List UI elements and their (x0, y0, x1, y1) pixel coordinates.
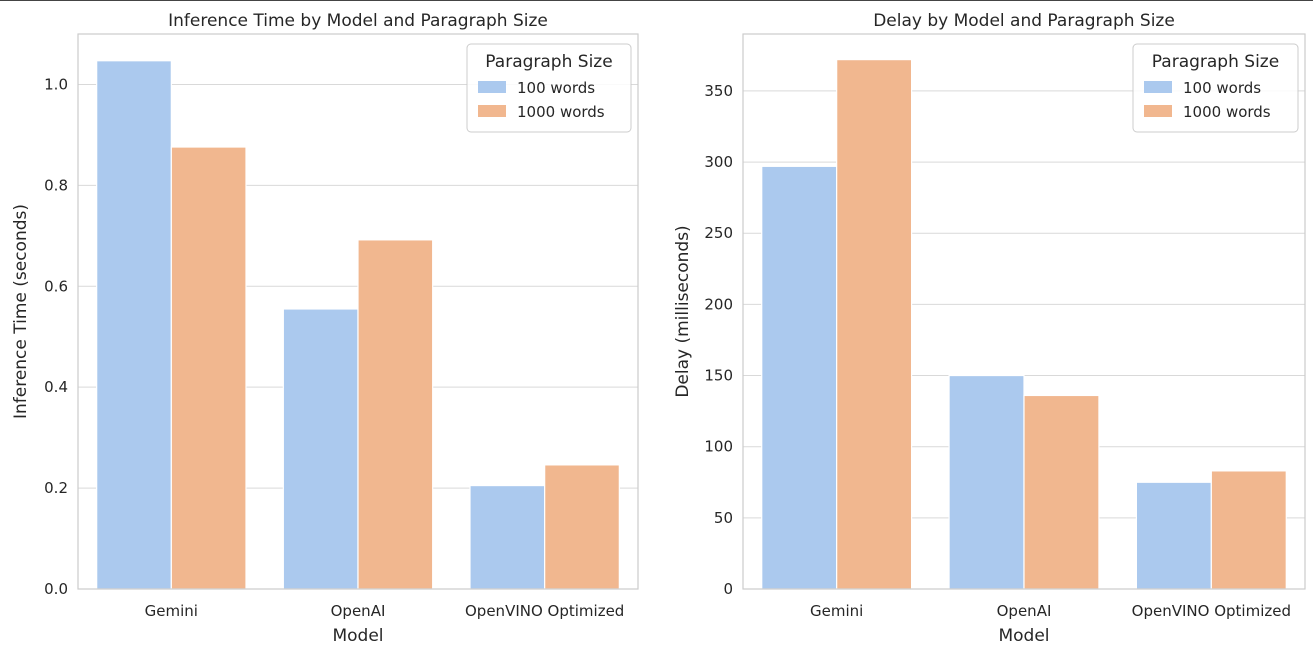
bar (282, 308, 359, 590)
legend-label: 100 words (1183, 79, 1261, 97)
x-tick-label: OpenVINO Optimized (465, 602, 624, 620)
legend-swatch (1144, 81, 1172, 93)
top-divider (0, 0, 1313, 1)
y-tick-label: 0.0 (44, 580, 68, 598)
y-axis-label: Delay (milliseconds) (673, 225, 693, 397)
bar (170, 146, 247, 590)
y-tick-label: 250 (704, 224, 733, 242)
y-tick-label: 0.8 (44, 176, 68, 194)
legend-label: 100 words (517, 79, 595, 97)
x-tick-label: OpenAI (997, 602, 1052, 620)
bar (96, 60, 172, 590)
bar (1023, 394, 1100, 590)
x-axis-label: Model (998, 626, 1049, 646)
y-tick-label: 300 (704, 153, 733, 171)
bar (469, 484, 546, 590)
y-tick-label: 350 (704, 82, 733, 100)
legend-title: Paragraph Size (1152, 52, 1279, 72)
plot-frame (742, 33, 1306, 590)
plot-frame (77, 33, 639, 590)
x-tick-label: Gemini (145, 602, 198, 620)
y-axis-label: Inference Time (seconds) (11, 204, 31, 419)
x-tick-label: OpenAI (331, 602, 386, 620)
legend-swatch (478, 105, 506, 117)
y-tick-label: 0.6 (44, 277, 68, 295)
bar (836, 59, 913, 590)
bar (1210, 470, 1287, 590)
bar (544, 464, 620, 590)
y-tick-label: 50 (714, 509, 733, 527)
x-axis-label: Model (332, 626, 383, 646)
y-tick-label: 150 (704, 367, 733, 385)
legend-title: Paragraph Size (485, 52, 612, 72)
legend-label: 1000 words (1183, 103, 1271, 121)
delay-chart: 0 50 100 150 200 250 300 350 Gemini OpenAI OpenVIN… (673, 11, 1306, 646)
chart-title: Delay by Model and Paragraph Size (873, 11, 1175, 31)
legend-swatch (1144, 105, 1172, 117)
y-tick-label: 1.0 (44, 75, 68, 93)
inference-time-chart: 0.0 0.2 0.4 0.6 0.8 1.0 Gemini OpenAI OpenVINO O… (11, 11, 639, 646)
bar (761, 165, 838, 590)
bar (357, 239, 434, 590)
legend-box (466, 43, 632, 133)
legend-box (1132, 43, 1299, 133)
y-tick-label: 100 (704, 438, 733, 456)
legend-swatch (478, 81, 506, 93)
y-tick-label: 200 (704, 295, 733, 313)
y-tick-label: 0 (723, 580, 733, 598)
bar (948, 374, 1025, 590)
x-tick-label: OpenVINO Optimized (1132, 602, 1291, 620)
x-tick-label: Gemini (810, 602, 863, 620)
y-tick-label: 0.4 (44, 378, 68, 396)
bar (1135, 481, 1212, 590)
chart-title: Inference Time by Model and Paragraph Si… (168, 11, 548, 31)
y-tick-label: 0.2 (44, 479, 68, 497)
legend-label: 1000 words (517, 103, 605, 121)
